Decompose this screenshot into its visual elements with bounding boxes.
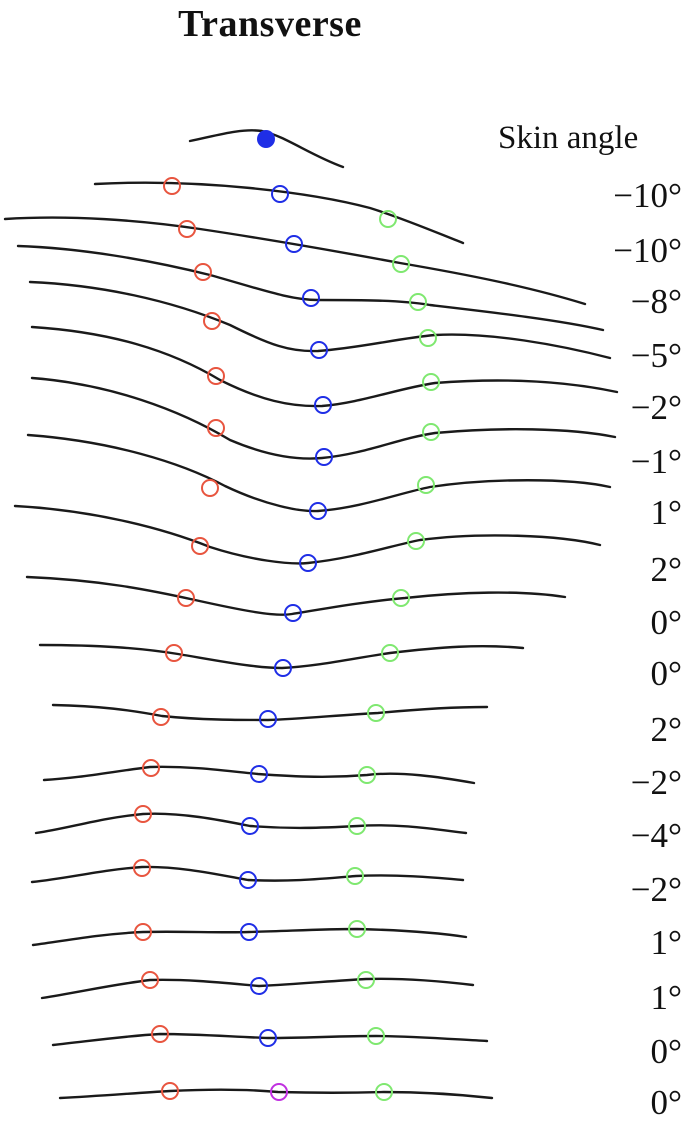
- center-marker: [299, 554, 317, 572]
- center-marker: [259, 1029, 277, 1047]
- center-marker: [250, 977, 268, 995]
- center-marker: [274, 659, 292, 677]
- left-marker: [151, 1025, 169, 1043]
- center-marker: [271, 185, 289, 203]
- skin-profile-curve: [31, 927, 468, 947]
- skin-profile-curve: [30, 376, 617, 460]
- center-marker: [314, 396, 332, 414]
- skin-angle-label: 1°: [650, 493, 683, 532]
- left-marker: [194, 263, 212, 281]
- left-marker: [191, 537, 209, 555]
- skin-angle-label: −10°: [613, 231, 682, 270]
- skin-angle-label: 2°: [650, 710, 683, 749]
- right-marker: [367, 704, 385, 722]
- skin-angle-label: −5°: [630, 336, 682, 375]
- skin-profile-curve: [25, 575, 567, 616]
- skin-profile-curve: [3, 216, 587, 306]
- skin-angle-label: 1°: [650, 978, 683, 1017]
- left-marker: [133, 859, 151, 877]
- skin-profile-curve: [26, 433, 612, 513]
- right-marker: [422, 373, 440, 391]
- center-marker: [241, 817, 259, 835]
- right-marker: [422, 423, 440, 441]
- left-marker: [134, 923, 152, 941]
- skin-angle-label: −2°: [630, 763, 682, 802]
- skin-angle-label: −2°: [630, 388, 682, 427]
- skin-profile-curve: [93, 181, 465, 245]
- skin-profile-curve: [34, 812, 468, 835]
- skin-profile-curve: [51, 703, 489, 722]
- figure-title: Transverse: [178, 3, 362, 45]
- left-marker: [142, 759, 160, 777]
- right-marker: [348, 817, 366, 835]
- skin-angle-label: 2°: [650, 550, 683, 589]
- center-marker: [259, 710, 277, 728]
- skin-profile-curve: [30, 325, 619, 408]
- right-marker: [409, 293, 427, 311]
- right-marker: [392, 255, 410, 273]
- left-marker: [163, 177, 181, 195]
- skin-angle-label: −4°: [630, 816, 682, 855]
- left-marker: [207, 367, 225, 385]
- center-marker: [315, 448, 333, 466]
- right-marker: [381, 644, 399, 662]
- skin-profile-curve: [16, 244, 605, 332]
- skin-angle-label: −1°: [630, 442, 682, 481]
- left-marker: [161, 1082, 179, 1100]
- skin-angle-header: Skin angle: [498, 120, 639, 156]
- skin-angle-label: 0°: [650, 1083, 683, 1122]
- right-marker: [367, 1027, 385, 1045]
- center-marker: [302, 289, 320, 307]
- center-marker: [250, 765, 268, 783]
- center-marker: [239, 871, 257, 889]
- left-marker: [178, 220, 196, 238]
- skin-profile-curve: [51, 1032, 489, 1047]
- skin-profile-curve: [58, 1088, 494, 1100]
- right-marker: [375, 1083, 393, 1101]
- skin-profile-curve: [42, 765, 476, 785]
- center-marker: [310, 341, 328, 359]
- skin-angle-label: −8°: [630, 282, 682, 321]
- center-marker: [284, 604, 302, 622]
- center-marker: [257, 130, 275, 148]
- right-marker: [379, 210, 397, 228]
- left-marker: [203, 312, 221, 330]
- skin-angle-label: 0°: [650, 1032, 683, 1071]
- right-marker: [348, 920, 366, 938]
- right-marker: [417, 476, 435, 494]
- skin-profile-curve: [38, 643, 525, 670]
- left-marker: [177, 589, 195, 607]
- center-marker: [270, 1083, 288, 1101]
- right-marker: [419, 329, 437, 347]
- center-marker: [285, 235, 303, 253]
- skin-profile-curve: [28, 280, 612, 360]
- left-marker: [201, 479, 219, 497]
- right-marker: [346, 867, 364, 885]
- right-marker: [407, 532, 425, 550]
- left-marker: [165, 644, 183, 662]
- skin-profile-curve: [13, 504, 602, 565]
- right-marker: [357, 971, 375, 989]
- left-marker: [152, 708, 170, 726]
- skin-profile-curve: [30, 865, 465, 884]
- right-marker: [392, 589, 410, 607]
- center-marker: [309, 502, 327, 520]
- skin-angle-label: 1°: [650, 923, 683, 962]
- left-marker: [141, 971, 159, 989]
- right-marker: [358, 766, 376, 784]
- center-marker: [240, 923, 258, 941]
- skin-angle-label: 0°: [650, 654, 683, 693]
- left-marker: [207, 419, 225, 437]
- left-marker: [134, 805, 152, 823]
- skin-angle-label: −10°: [613, 176, 682, 215]
- skin-angle-label: −2°: [630, 870, 682, 909]
- skin-angle-label: 0°: [650, 603, 683, 642]
- skin-profile-curve: [40, 977, 475, 1000]
